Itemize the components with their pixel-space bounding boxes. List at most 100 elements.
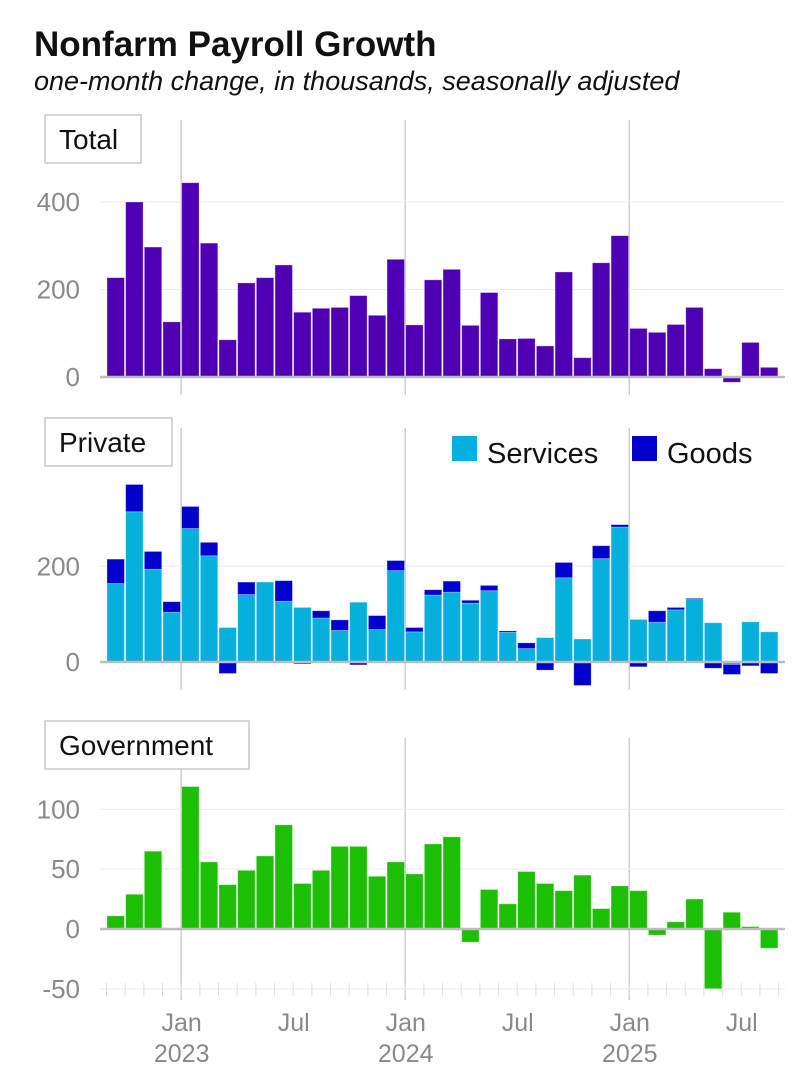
bar-services-2022-09	[106, 583, 125, 663]
bar-government-2025-06	[722, 911, 741, 930]
bar-total-2023-05	[255, 277, 275, 378]
bar-services-2024-06	[498, 631, 517, 663]
bar-services-2023-05	[255, 581, 275, 663]
y-tick-label: 200	[37, 275, 80, 305]
bar-total-2025-04	[685, 307, 704, 378]
bar-goods-2024-06	[498, 630, 517, 633]
bar-total-2023-10	[349, 295, 368, 378]
x-tick-label: Jul	[278, 1009, 310, 1037]
bar-government-2023-06	[274, 824, 293, 930]
bar-government-2024-10	[573, 874, 592, 930]
x-tick-label: Jan	[162, 1009, 202, 1037]
panel-private: 0 200 Private Services Goods	[37, 417, 785, 686]
bar-government-2024-05	[479, 889, 499, 930]
bar-total-2024-09	[554, 271, 573, 378]
bar-government-2023-08	[311, 869, 331, 930]
bar-services-2025-08	[760, 631, 779, 663]
bar-goods-2024-10	[573, 661, 592, 686]
bar-total-2023-06	[274, 264, 293, 378]
bar-services-2023-10	[349, 601, 368, 663]
bar-goods-2024-04	[461, 599, 480, 604]
bar-total-2024-06	[498, 338, 517, 378]
bar-services-2025-02	[648, 621, 667, 663]
bar-goods-2023-04	[237, 581, 256, 595]
bar-total-2023-03	[218, 339, 237, 378]
bar-goods-2022-12	[162, 601, 181, 613]
bar-goods-2023-09	[330, 619, 349, 631]
bar-goods-2024-02	[423, 589, 443, 596]
bar-government-2022-11	[143, 850, 163, 930]
bar-services-2023-08	[311, 617, 331, 663]
bar-total-2024-05	[479, 292, 499, 378]
bar-total-2024-01	[405, 324, 424, 378]
x-year-label: 2024	[378, 1040, 434, 1068]
bar-total-2025-08	[760, 366, 779, 378]
panel-label: Government	[59, 730, 213, 761]
bar-government-2023-02	[199, 861, 219, 930]
bar-services-2024-05	[479, 590, 499, 663]
y-tick-label: 200	[37, 551, 80, 581]
bar-services-2024-03	[442, 591, 461, 663]
bar-government-2023-04	[237, 869, 256, 930]
bar-goods-2024-11	[592, 545, 611, 560]
bar-goods-2025-02	[648, 610, 667, 623]
bar-total-2025-07	[741, 342, 760, 378]
bar-total-2024-12	[610, 235, 629, 378]
bar-goods-2023-11	[367, 615, 387, 630]
x-tick-label: Jul	[726, 1009, 758, 1037]
bar-services-2025-05	[704, 622, 723, 663]
bar-services-2024-07	[517, 648, 536, 663]
bar-total-2025-01	[629, 328, 648, 378]
bar-services-2024-12	[610, 526, 629, 663]
bar-total-2022-11	[143, 246, 163, 378]
panels: 0 200 400 Total 0 200 Private Services Goods -50 0…	[37, 114, 785, 1004]
bar-total-2024-07	[517, 338, 536, 378]
bar-goods-2024-01	[405, 627, 424, 633]
bar-services-2024-02	[423, 594, 443, 663]
bar-goods-2024-12	[610, 524, 629, 528]
bar-goods-2022-09	[106, 558, 125, 584]
bar-total-2022-10	[125, 201, 144, 378]
bar-services-2025-04	[685, 598, 704, 663]
bar-services-2024-01	[405, 631, 424, 663]
bar-services-2023-01	[181, 528, 200, 663]
panel-total: 0 200 400 Total	[37, 114, 785, 392]
x-year-label: 2025	[602, 1040, 658, 1068]
bar-services-2023-07	[293, 607, 312, 663]
bar-total-2023-11	[367, 314, 387, 378]
bar-government-2024-09	[554, 890, 573, 930]
bar-total-2023-08	[311, 307, 331, 378]
bar-services-2023-09	[330, 630, 349, 663]
bar-goods-2025-06	[722, 663, 741, 675]
bar-total-2024-03	[442, 268, 461, 378]
legend-label-goods: Goods	[667, 438, 752, 470]
bar-goods-2023-01	[181, 506, 200, 529]
bar-government-2025-08	[760, 928, 779, 949]
x-axis: Jan 2023 Jul Jan 2024 Jul Jan 2025 Jul	[100, 983, 785, 1068]
bar-goods-2023-12	[386, 560, 405, 572]
panel-label-box	[44, 114, 142, 164]
chart-subtitle: one-month change, in thousands, seasonal…	[34, 66, 680, 96]
bar-total-2024-08	[536, 345, 555, 378]
bar-government-2024-11	[592, 908, 611, 930]
y-tick-label: 50	[51, 854, 80, 884]
bar-total-2025-03	[666, 324, 685, 378]
bar-services-2023-12	[386, 570, 405, 663]
bar-services-2024-08	[536, 637, 555, 663]
bar-total-2023-01	[181, 182, 200, 378]
bar-goods-2024-03	[442, 580, 461, 593]
bar-total-2023-04	[237, 282, 256, 378]
bar-goods-2025-08	[760, 661, 779, 674]
x-tick-label: Jul	[502, 1009, 534, 1037]
bar-government-2023-12	[386, 861, 405, 930]
panel-label-box	[44, 417, 173, 467]
bar-goods-2024-09	[554, 562, 573, 579]
bar-goods-2024-05	[479, 585, 499, 592]
bar-government-2024-04	[461, 928, 480, 943]
bar-total-2024-02	[423, 279, 443, 378]
bar-government-2025-04	[685, 898, 704, 930]
x-tick-label: Jan	[386, 1009, 426, 1037]
panel-label: Private	[59, 427, 146, 458]
y-tick-label: 0	[66, 647, 80, 677]
